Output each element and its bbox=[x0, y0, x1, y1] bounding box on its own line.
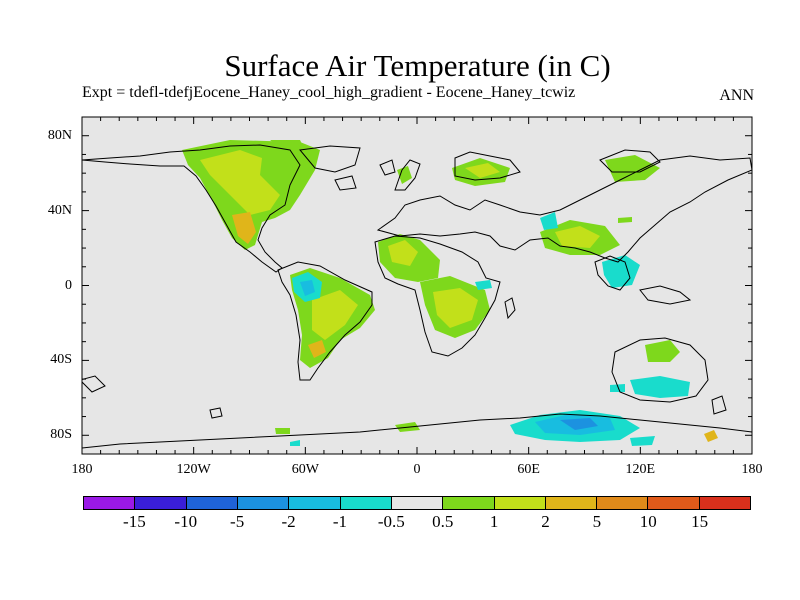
colorbar-label: 5 bbox=[592, 512, 602, 531]
colorbar-swatch bbox=[135, 497, 187, 509]
longitude-label: 60E bbox=[517, 462, 540, 477]
anomaly-region-amazon-cooler bbox=[300, 280, 315, 296]
colorbar-swatch bbox=[391, 497, 444, 509]
colorbar-label: 1 bbox=[489, 512, 499, 531]
coastlines bbox=[82, 144, 752, 454]
axis-ticks bbox=[81, 116, 753, 455]
colorbar-label: 10 bbox=[639, 512, 657, 531]
anomaly-region-antarctica-warm-3 bbox=[704, 430, 718, 442]
colorbar-swatch bbox=[186, 497, 238, 509]
colorbar-label: -1 bbox=[332, 512, 347, 531]
latitude-label: 80S bbox=[50, 427, 72, 443]
latitude-label: 40S bbox=[50, 352, 72, 368]
anomaly-region-alaska bbox=[270, 140, 305, 152]
colorbar-label: 0.5 bbox=[432, 512, 454, 531]
anomaly-region-west-siberia-inner bbox=[465, 163, 500, 178]
anomaly-region-east-asia bbox=[618, 217, 632, 223]
colorbar-swatch bbox=[237, 497, 290, 509]
anomaly-region-south-asia-inner bbox=[555, 226, 600, 248]
colorbar-label: -2 bbox=[281, 512, 296, 531]
anomaly-region-east-siberia bbox=[605, 155, 660, 182]
anomaly-region-australia-cool bbox=[630, 376, 690, 398]
colorbar-label: 2 bbox=[541, 512, 550, 531]
anomaly-region-west-africa-inner bbox=[388, 240, 418, 266]
anomaly-region-antarctica-cool-east bbox=[630, 436, 655, 446]
longitude-label: 180 bbox=[71, 462, 93, 477]
colorbar-swatch bbox=[340, 497, 392, 509]
latitude-label: 80N bbox=[47, 127, 72, 143]
anomaly-fields bbox=[182, 140, 718, 446]
anomaly-region-south-america-inner bbox=[312, 290, 358, 340]
colorbar-swatch bbox=[648, 497, 700, 509]
anomaly-region-antarctica-warm-2 bbox=[275, 428, 290, 434]
anomaly-region-antarctica-cool-west bbox=[290, 440, 300, 446]
anomaly-region-australia bbox=[645, 340, 680, 362]
latitude-label: 40N bbox=[47, 202, 72, 218]
colorbar-label: -15 bbox=[123, 512, 146, 531]
latitude-label: 0 bbox=[65, 277, 72, 293]
longitude-label: 60W bbox=[291, 462, 319, 477]
colorbar-swatch bbox=[84, 497, 136, 509]
longitude-label: 0 bbox=[413, 462, 421, 477]
colorbar-swatch bbox=[289, 497, 341, 509]
colorbar-swatch bbox=[494, 497, 546, 509]
colorbar-swatch bbox=[597, 497, 649, 509]
anomaly-region-himalaya-cool bbox=[540, 212, 558, 230]
anomaly-region-north-america-warm bbox=[232, 212, 256, 244]
anomaly-region-east-africa-cool bbox=[475, 280, 492, 290]
colorbar-label: -10 bbox=[174, 512, 198, 531]
anomaly-region-antarctica-coolest bbox=[560, 418, 598, 430]
colorbar-label: -0.5 bbox=[377, 512, 405, 531]
longitude-label: 120E bbox=[625, 462, 656, 477]
anomaly-region-south-america-warm bbox=[308, 340, 326, 358]
colorbar-label: -5 bbox=[230, 512, 245, 531]
colorbar-label: 15 bbox=[691, 512, 709, 531]
colorbar bbox=[83, 496, 751, 510]
anomaly-region-australia-cool-2 bbox=[610, 384, 625, 392]
map-title: Surface Air Temperature (in C) bbox=[224, 48, 611, 83]
anomaly-region-north-america-inner bbox=[200, 150, 280, 215]
colorbar-swatch bbox=[699, 497, 751, 509]
anomaly-region-scandinavia bbox=[397, 166, 412, 184]
colorbar-swatch bbox=[545, 497, 598, 509]
colorbar-swatch bbox=[443, 497, 495, 509]
anomaly-region-southeast-asia-cool bbox=[602, 255, 640, 288]
season-label: ANN bbox=[719, 87, 754, 104]
anomaly-region-central-africa-inner bbox=[433, 288, 478, 328]
longitude-label: 120W bbox=[176, 462, 211, 477]
experiment-subtitle: Expt = tdefl-tdefjEocene_Haney_cool_high… bbox=[82, 84, 576, 101]
longitude-label: 180 bbox=[741, 462, 763, 477]
